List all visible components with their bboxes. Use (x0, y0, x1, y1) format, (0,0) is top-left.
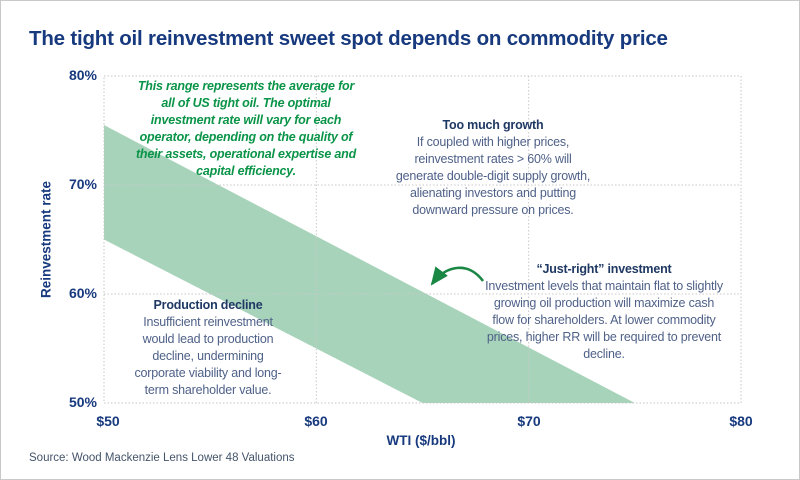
annotation-too-much-growth: Too much growth If coupled with higher p… (373, 117, 613, 219)
y-axis-title: Reinvestment rate (38, 180, 54, 299)
annotation-heading: “Just-right” investment (536, 262, 672, 276)
y-tick-70: 70% (68, 176, 97, 192)
annotation-heading: Too much growth (442, 118, 544, 132)
annotation-range-note: This range represents the average for al… (135, 79, 357, 178)
x-tick-80: $80 (729, 413, 753, 429)
x-tick-60: $60 (304, 413, 328, 429)
source-note: Source: Wood Mackenzie Lens Lower 48 Val… (29, 452, 295, 464)
plot-border (103, 75, 742, 404)
x-tick-50: $50 (96, 413, 120, 429)
y-tick-80: 80% (68, 67, 97, 83)
y-tick-50: 50% (68, 394, 97, 410)
curved-arrow-icon (430, 266, 485, 286)
annotation-production-decline: Production decline Insufficient reinvest… (118, 297, 298, 399)
x-tick-70: $70 (517, 413, 541, 429)
x-axis-title: WTI ($/bbl) (386, 433, 456, 448)
sweet-spot-band (104, 125, 635, 404)
gridlines (104, 76, 741, 403)
chart-title: The tight oil reinvestment sweet spot de… (29, 27, 668, 50)
y-tick-60: 60% (68, 285, 97, 301)
annotation-heading: Production decline (153, 298, 263, 312)
annotation-just-right-investment: “Just-right” investment Investment level… (459, 261, 749, 363)
